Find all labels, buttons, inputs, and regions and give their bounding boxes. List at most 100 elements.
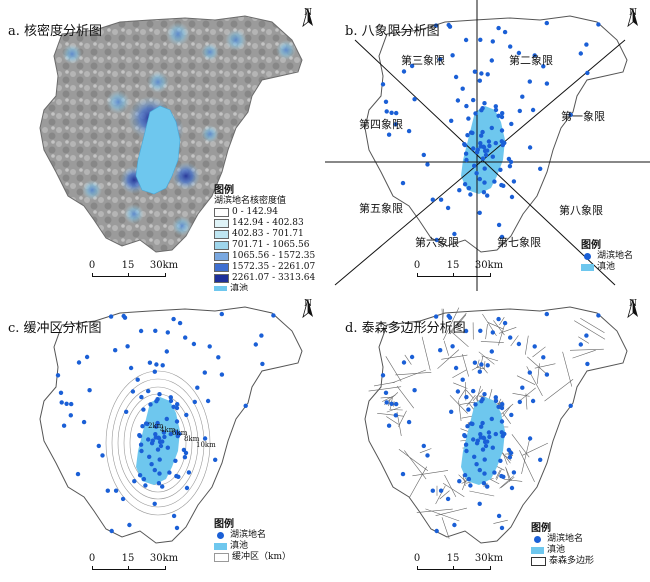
- place-name-point: [174, 525, 180, 531]
- place-name-point: [421, 443, 426, 449]
- legend-title: 图例: [214, 519, 234, 530]
- place-name-point: [475, 147, 480, 152]
- thiessen-edge: [500, 403, 514, 416]
- place-name-point: [509, 412, 514, 418]
- place-name-point: [184, 412, 189, 418]
- place-name-point: [160, 363, 165, 368]
- place-name-point: [84, 354, 90, 360]
- place-name-point: [167, 470, 172, 475]
- place-name-point: [471, 437, 476, 442]
- place-name-point: [493, 398, 499, 404]
- thiessen-edge: [389, 409, 403, 411]
- place-name-point: [146, 388, 151, 394]
- place-name-point: [462, 142, 468, 148]
- place-name-point: [425, 162, 430, 167]
- place-name-point: [483, 443, 489, 449]
- place-name-point: [482, 392, 487, 397]
- place-name-point: [527, 79, 532, 84]
- place-name-point: [113, 488, 119, 493]
- place-name-point: [490, 330, 495, 335]
- scale-tick-30: 30km: [474, 260, 504, 271]
- place-name-point: [499, 405, 505, 411]
- thiessen-edge: [385, 356, 402, 382]
- quadrant-lines: [325, 0, 650, 291]
- quadrant-1-label: 第一象限: [561, 110, 605, 123]
- place-name-point: [527, 370, 532, 375]
- quadrant-8-label: 第八象限: [559, 204, 603, 217]
- place-name-point: [493, 140, 498, 146]
- place-name-point: [492, 470, 497, 475]
- place-name-point: [174, 419, 180, 424]
- place-name-point: [486, 430, 492, 435]
- buffer-label-8km: 8km: [184, 435, 200, 443]
- thiessen-edge: [472, 389, 484, 401]
- place-name-point: [465, 133, 470, 138]
- place-name-point: [511, 179, 517, 184]
- class-swatch: [214, 219, 229, 228]
- place-name-point: [479, 424, 484, 429]
- thiessen-edge: [443, 307, 460, 341]
- density-legend: 图例 湖滨地名核密度值 0 - 142.94 142.94 - 402.83 402…: [214, 185, 315, 291]
- place-name-point: [477, 210, 482, 215]
- place-name-point: [455, 98, 461, 103]
- place-name-point: [463, 328, 469, 334]
- place-name-point: [496, 113, 501, 119]
- north-arrow-icon: [627, 8, 638, 28]
- place-name-point: [175, 402, 180, 407]
- place-name-point: [568, 403, 573, 408]
- place-name-point: [205, 398, 211, 404]
- class-label: 142.94 - 402.83: [232, 218, 304, 228]
- place-name-point: [219, 372, 225, 377]
- place-name-point: [141, 476, 147, 482]
- place-name-point: [164, 416, 169, 422]
- place-name-point: [517, 108, 522, 114]
- thiessen-edge: [493, 519, 508, 524]
- thiessen-edge: [396, 385, 415, 409]
- thiessen-edge: [499, 317, 505, 326]
- place-name-point: [481, 145, 487, 150]
- place-name-point: [153, 435, 158, 440]
- place-name-point: [155, 447, 161, 452]
- place-name-point: [449, 118, 454, 124]
- place-name-points: [380, 311, 601, 534]
- place-name-point: [168, 395, 173, 400]
- place-name-point: [460, 86, 465, 91]
- place-name-points: [380, 20, 601, 243]
- legend-polygon-row: 泰森多边形: [531, 556, 594, 567]
- place-name-point: [489, 416, 494, 422]
- place-name-point: [470, 130, 475, 136]
- place-name-point: [130, 389, 136, 394]
- place-name-point: [509, 121, 514, 127]
- scale-tick-0: 0: [88, 260, 96, 271]
- panel-buffer: c. 缓冲区分析图 2km 4km 6km 8km 10km N 图例 湖滨地名…: [0, 291, 325, 582]
- place-name-point: [541, 355, 546, 360]
- place-name-point: [155, 420, 160, 426]
- place-name-point: [146, 437, 151, 442]
- place-name-point: [500, 402, 505, 407]
- lake-swatch: [214, 543, 227, 550]
- place-name-point: [498, 458, 503, 463]
- place-name-point: [485, 72, 490, 77]
- class-swatch: [214, 263, 229, 272]
- place-name-point: [585, 361, 590, 367]
- place-name-point: [541, 64, 546, 69]
- place-name-point: [463, 151, 469, 156]
- place-name-point: [596, 22, 601, 27]
- place-name-point: [471, 388, 476, 394]
- thiessen-edge: [532, 346, 546, 358]
- thiessen-legend: 图例 湖滨地名 滇池 泰森多边形: [531, 523, 594, 567]
- north-arrow-icon: [302, 8, 313, 28]
- legend-lake-row: 滇池: [581, 262, 633, 273]
- place-name-point: [538, 166, 543, 171]
- legend-class-5: 1572.35 - 2261.07: [214, 262, 315, 273]
- place-name-point: [96, 443, 102, 449]
- point-swatch: [534, 536, 541, 543]
- place-name-point: [584, 42, 589, 47]
- place-name-point: [271, 313, 276, 318]
- place-name-point: [386, 423, 392, 428]
- place-name-point: [158, 443, 164, 449]
- thiessen-edge: [525, 335, 529, 355]
- place-name-point: [516, 341, 522, 347]
- place-name-point: [462, 433, 468, 439]
- thiessen-edge: [443, 340, 449, 356]
